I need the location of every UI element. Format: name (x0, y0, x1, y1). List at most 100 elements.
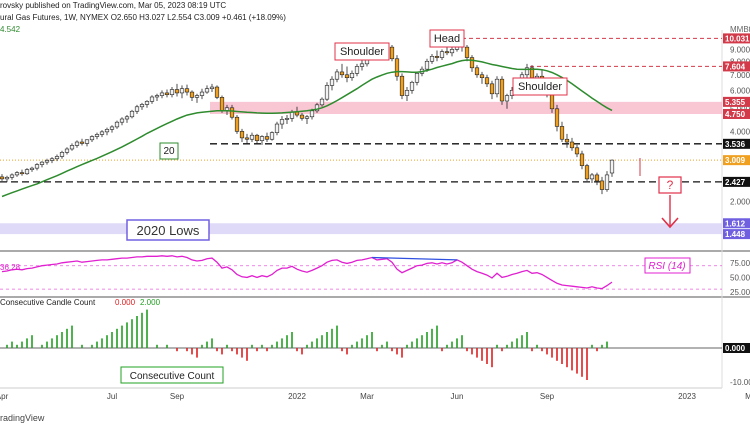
count-bar (386, 341, 388, 348)
count-bar (316, 338, 318, 348)
count-bar (251, 344, 253, 348)
count-bar (371, 332, 373, 348)
candle-body (9, 174, 15, 178)
count-bar (221, 348, 223, 355)
candle-body (39, 161, 45, 165)
candle-body (449, 49, 455, 54)
candle-body (129, 110, 135, 118)
candle-body (144, 101, 150, 105)
sma-label: 20 (163, 146, 175, 157)
candle-body (74, 141, 80, 146)
candle-body (184, 88, 190, 93)
count-bar (136, 316, 138, 348)
candle-body (469, 57, 475, 69)
count-bar (241, 348, 243, 358)
candle-body (389, 46, 395, 60)
count-bar (551, 348, 553, 358)
shoulder-right-label-box (512, 77, 568, 96)
shoulder-left-label-box (334, 42, 390, 61)
count-bar (501, 348, 503, 352)
candle-body (499, 78, 505, 102)
price-tag (723, 176, 750, 187)
candle-body (349, 73, 355, 79)
count-bar (416, 338, 418, 348)
count-bar (141, 312, 143, 348)
count-bar (156, 344, 158, 348)
arrow-head (661, 217, 679, 229)
price-tag (723, 138, 750, 149)
count-bar (541, 348, 543, 352)
count-bar (261, 344, 263, 348)
candle-body (254, 134, 260, 141)
candle-body (54, 156, 60, 160)
candle-body (199, 91, 205, 96)
candle-body (314, 104, 320, 112)
count-caption-box (120, 366, 224, 384)
candle-body (169, 89, 175, 95)
count-bar (401, 348, 403, 358)
count-bar (286, 335, 288, 348)
price-tag (723, 33, 750, 44)
x-tick-label: Mar (360, 392, 374, 401)
candle-body (429, 56, 435, 62)
candle-body (574, 147, 580, 155)
candle-body (434, 56, 440, 58)
candle-body (444, 51, 450, 54)
candle-body (104, 129, 110, 133)
candle-body (59, 152, 65, 157)
candle-body (259, 136, 265, 141)
count-bar (311, 341, 313, 348)
candle-body (489, 83, 495, 95)
candle-body (589, 174, 595, 180)
candle-body (214, 86, 220, 98)
candle-body (329, 78, 335, 86)
candle-body (79, 141, 85, 144)
count-bar (111, 332, 113, 348)
sma-line (1, 59, 613, 198)
count-bar (306, 344, 308, 348)
count-bar (356, 341, 358, 348)
price-tag-label: 1.448 (725, 230, 746, 239)
price-tag (723, 61, 750, 72)
candle-body (394, 58, 400, 77)
count-bar (596, 348, 598, 352)
price-tag-label: 3.536 (725, 140, 746, 149)
candle-body (189, 91, 195, 98)
count-bar (266, 348, 268, 352)
count-bar (471, 348, 473, 355)
candle-body (264, 136, 270, 140)
price-tag-label: 2.427 (725, 178, 746, 187)
rsi-line (1, 255, 613, 290)
count-bar (376, 348, 378, 352)
publisher-line: rovsky published on TradingView.com, Mar… (0, 1, 227, 10)
candle-body (414, 73, 420, 83)
candle-body (209, 86, 215, 89)
count-bar (466, 348, 468, 352)
price-tag-label: 1.612 (725, 219, 746, 228)
count-bar (291, 332, 293, 348)
count-bar (591, 344, 593, 348)
count-bar (336, 325, 338, 348)
lows-label: 2020 Lows (137, 223, 200, 238)
rsi-label: RSI (14) (648, 261, 685, 272)
price-tag-label: 4.750 (725, 110, 746, 119)
count-bar (256, 348, 258, 352)
candle-body (229, 107, 235, 118)
price-tag (723, 96, 750, 107)
price-tag-label: 10.031 (725, 34, 750, 43)
count-bar (91, 344, 93, 348)
count-bar (131, 319, 133, 348)
candle-body (494, 78, 500, 95)
candle-body (244, 137, 250, 140)
count-bar (116, 328, 118, 348)
count-bar (231, 348, 233, 352)
candle-body (174, 89, 180, 94)
candle-body (474, 67, 480, 76)
candle-body (29, 167, 35, 170)
count-bar (436, 325, 438, 348)
count-bar (296, 348, 298, 352)
count-bar (276, 341, 278, 348)
count-bar (186, 348, 188, 352)
candle-body (234, 116, 240, 132)
candle-body (69, 145, 75, 150)
